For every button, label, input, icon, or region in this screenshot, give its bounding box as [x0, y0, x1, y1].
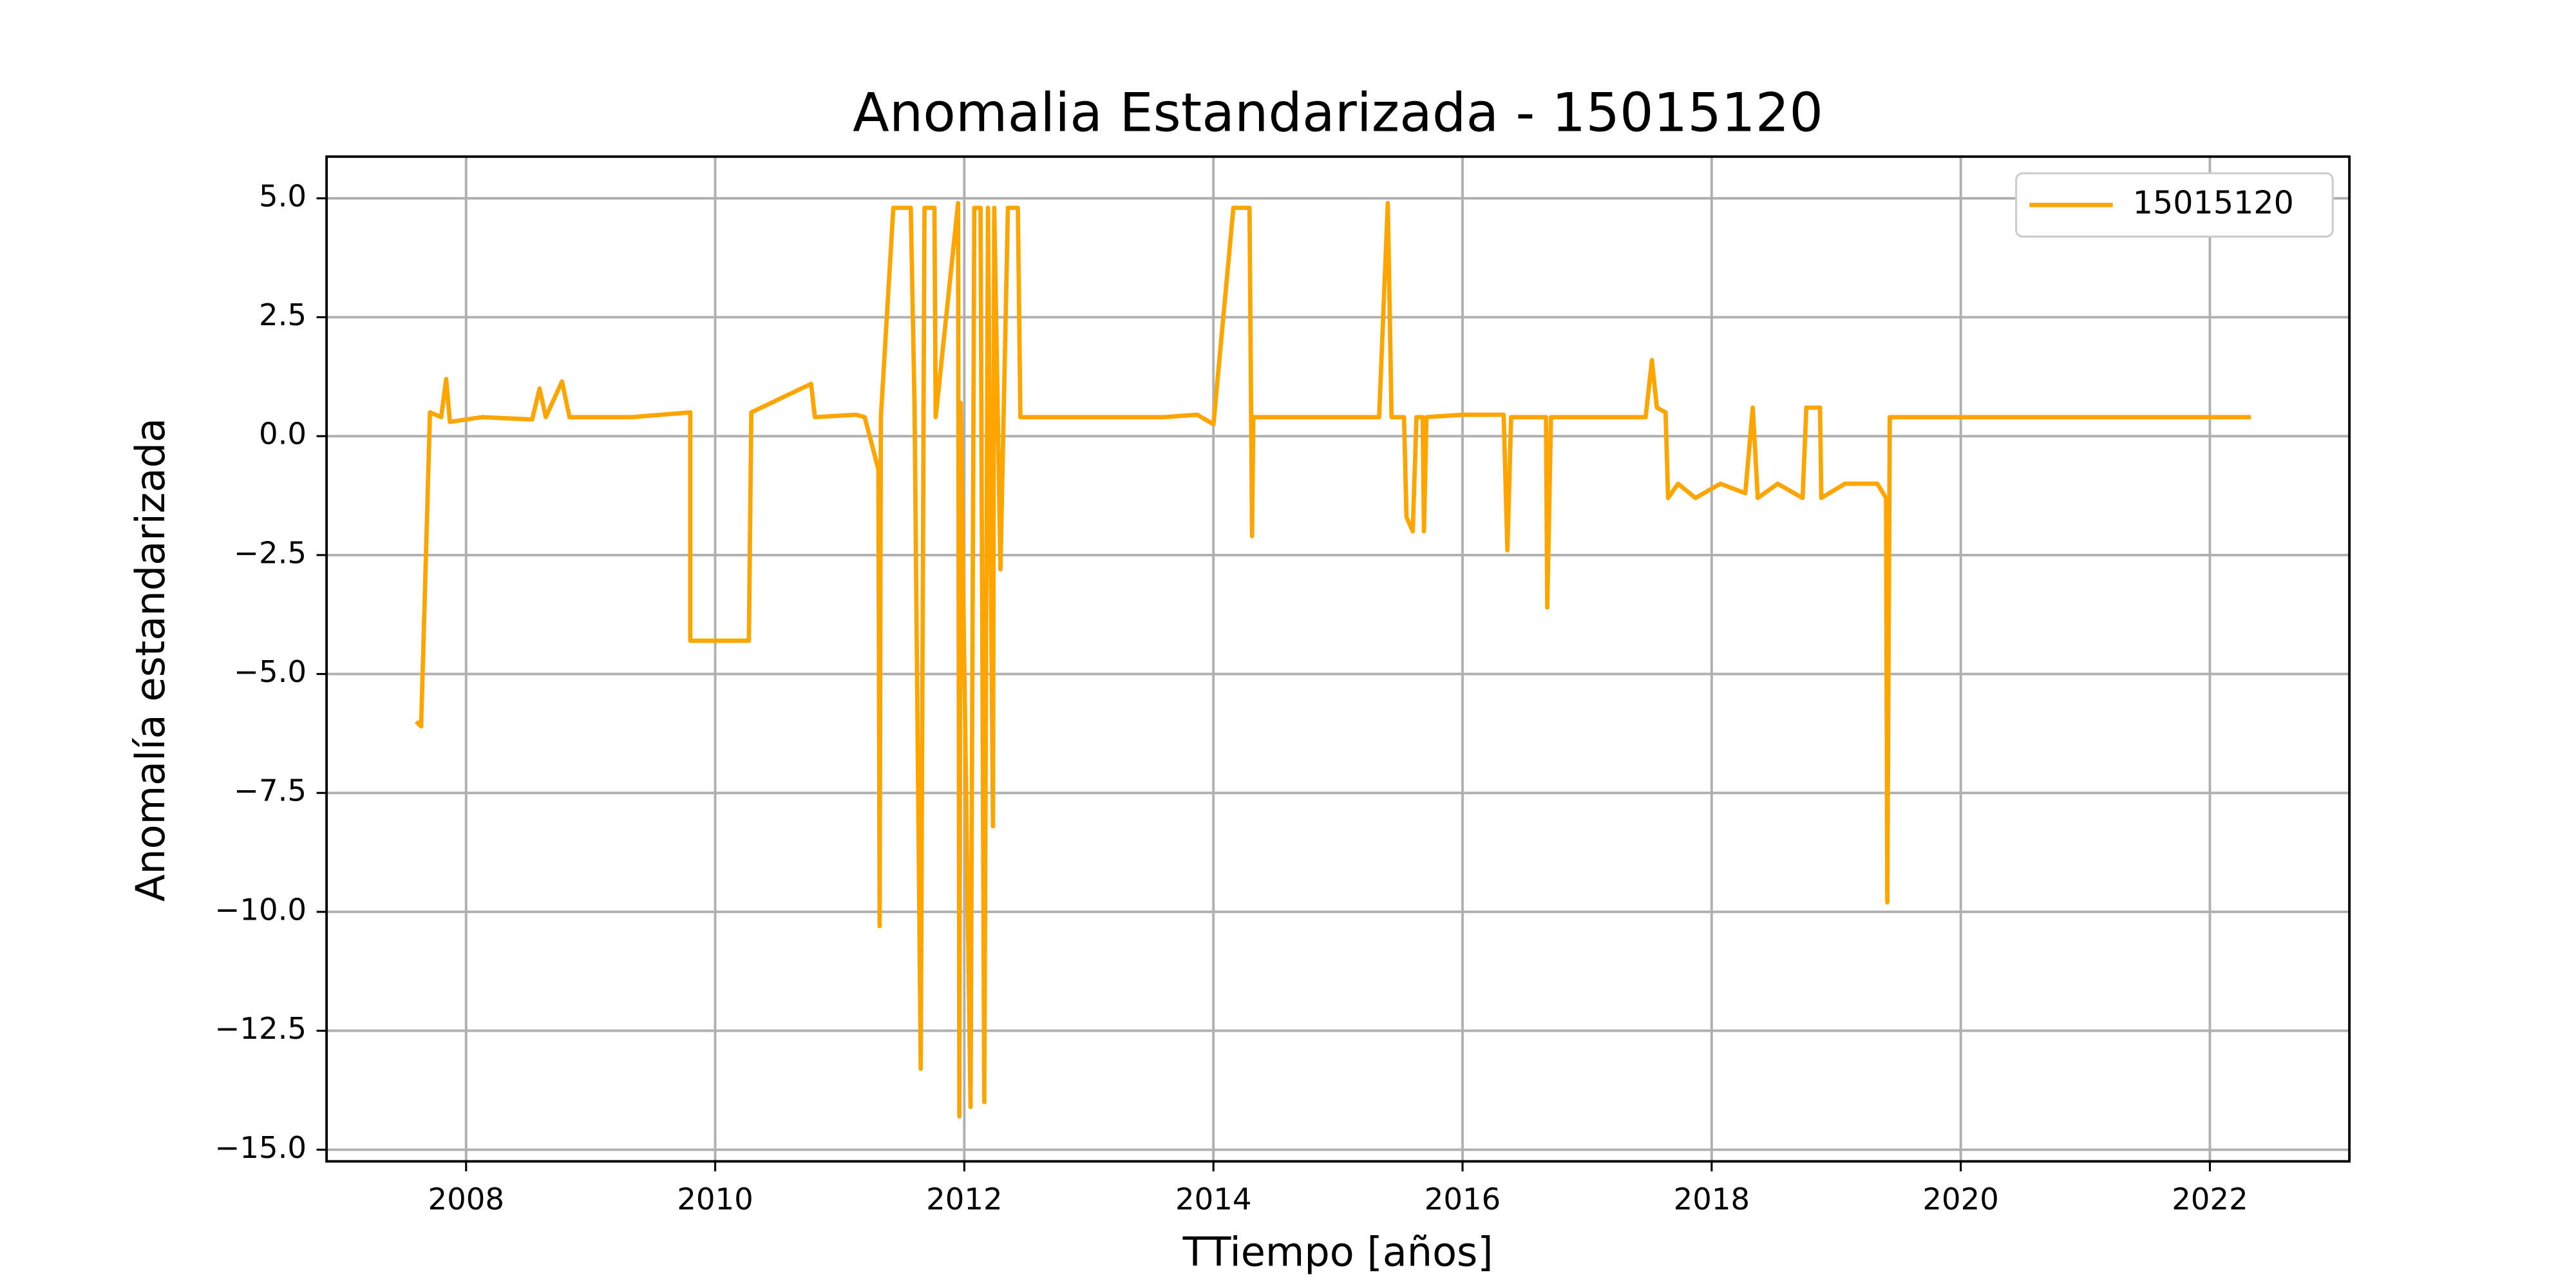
- y-tick-label: 0.0: [259, 417, 307, 451]
- x-tick-label: 2018: [1674, 1182, 1750, 1217]
- legend-label: 15015120: [2133, 184, 2294, 222]
- x-tick-label: 2016: [1425, 1182, 1501, 1217]
- x-tick-label: 2008: [428, 1182, 504, 1217]
- x-tick-label: 2022: [2172, 1182, 2248, 1217]
- x-tick-label: 2010: [677, 1182, 753, 1217]
- data-line: [415, 200, 2251, 1119]
- y-tick-label: −2.5: [234, 535, 307, 570]
- plot-frame: [325, 155, 2351, 1163]
- y-tick-label: 2.5: [259, 298, 307, 332]
- x-axis-label: TTiempo [años]: [1182, 1228, 1493, 1275]
- y-tick-label: −10.0: [214, 892, 307, 927]
- x-tick-label: 2020: [1922, 1182, 1999, 1217]
- legend: 15015120: [2015, 172, 2334, 238]
- y-tick-label: −12.5: [214, 1011, 307, 1046]
- y-axis-label: Anomalía estandarizada: [127, 418, 174, 902]
- y-tick-label: −7.5: [234, 773, 307, 808]
- x-tick-label: 2012: [926, 1182, 1002, 1217]
- y-tick-label: 5.0: [259, 178, 307, 213]
- y-tick-label: −5.0: [234, 654, 307, 689]
- legend-box: [2015, 172, 2334, 238]
- chart-title: Anomalia Estandarizada - 15015120: [853, 82, 1823, 144]
- y-tick-label: −15.0: [214, 1130, 307, 1165]
- x-tick-label: 2014: [1175, 1182, 1252, 1217]
